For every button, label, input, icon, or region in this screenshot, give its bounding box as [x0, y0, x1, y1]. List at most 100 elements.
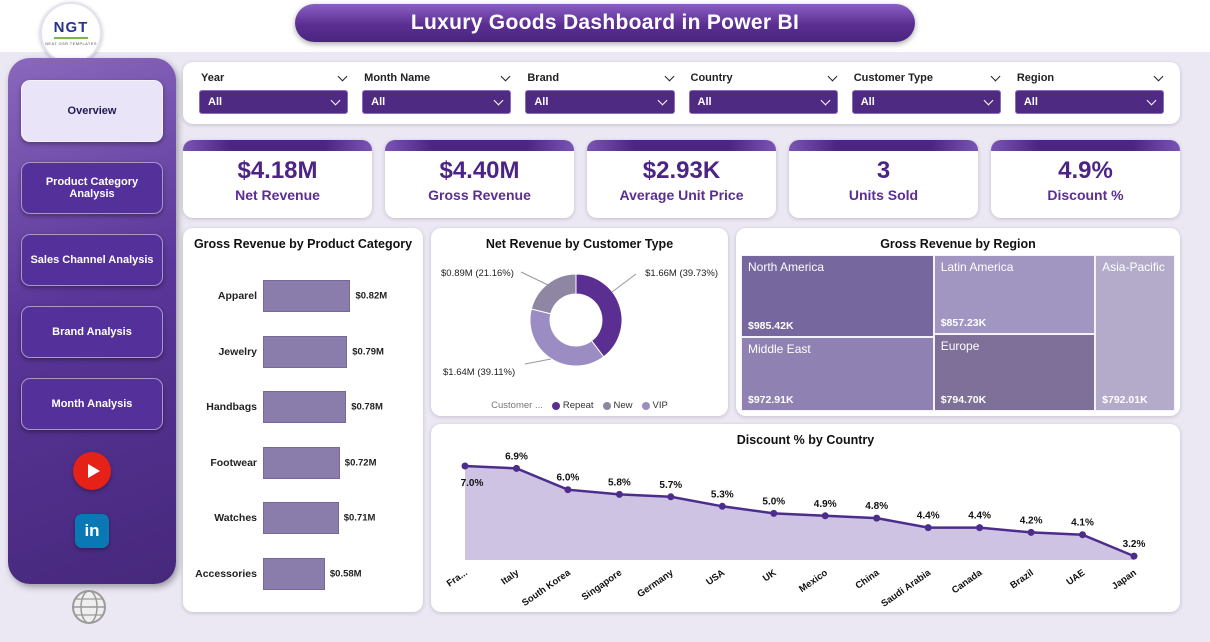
- sidebar-item-sales-channel-analysis[interactable]: Sales Channel Analysis: [21, 234, 163, 286]
- filter-dropdown-brand[interactable]: All: [525, 90, 675, 114]
- filter-region: Region All: [1014, 71, 1165, 114]
- chevron-down-icon[interactable]: [990, 71, 1001, 82]
- chevron-down-icon: [983, 95, 994, 106]
- donut-slice-vip[interactable]: [529, 308, 605, 367]
- kpi-value: 4.9%: [1058, 157, 1113, 184]
- treemap-tile-name: Latin America: [940, 260, 1014, 274]
- filter-dropdown-country[interactable]: All: [688, 90, 838, 114]
- sidebar-item-overview[interactable]: Overview: [21, 80, 163, 142]
- legend-item-repeat[interactable]: Repeat: [551, 400, 594, 411]
- bar-row: Accessories $0.58M: [191, 550, 415, 598]
- bar-row: Footwear $0.72M: [191, 439, 415, 487]
- treemap-tile-europe[interactable]: Europe $794.70K: [933, 333, 1096, 411]
- data-point-south-korea[interactable]: [564, 486, 572, 494]
- filter-label: Brand: [527, 72, 560, 84]
- data-point-usa[interactable]: [718, 502, 726, 510]
- data-point-china[interactable]: [873, 514, 881, 522]
- youtube-icon[interactable]: [73, 452, 111, 490]
- kpi-card-net-revenue: $4.18M Net Revenue: [183, 140, 372, 218]
- sidebar-item-product-category-analysis[interactable]: Product Category Analysis: [21, 162, 163, 214]
- data-point-japan[interactable]: [1130, 552, 1138, 560]
- filter-header: Region: [1015, 71, 1164, 84]
- data-point-singapore[interactable]: [615, 490, 623, 498]
- data-point-mexico[interactable]: [821, 512, 829, 520]
- bar-chart-plot: Apparel $0.82M Jewelry $0.79M Handbags $0.78M…: [191, 272, 415, 598]
- legend-item-vip[interactable]: VIP: [641, 400, 668, 411]
- bar-track: $0.72M: [263, 446, 376, 479]
- point-value-label: 5.3%: [711, 489, 734, 500]
- donut-slice-new[interactable]: [530, 273, 577, 315]
- line-chart-title: Discount % by Country: [736, 433, 875, 447]
- kpi-card-gross-revenue: $4.40M Gross Revenue: [385, 140, 574, 218]
- logo-caption: NEAT GSR TEMPLATES: [45, 40, 97, 46]
- point-value-label: 6.0%: [557, 473, 580, 484]
- data-point-uk[interactable]: [770, 509, 778, 517]
- kpi-accent-band: [991, 140, 1180, 151]
- data-point-germany[interactable]: [667, 493, 675, 501]
- donut-chart-card: Net Revenue by Customer Type $1.66M (39.…: [431, 228, 728, 416]
- filter-dropdown-customer-type[interactable]: All: [851, 90, 1001, 114]
- donut-legend: Customer ... Repeat New VIP: [431, 400, 728, 411]
- filter-dropdown-region[interactable]: All: [1014, 90, 1165, 114]
- treemap-tile-latin-america[interactable]: Latin America $857.23K: [933, 255, 1096, 334]
- bar-handbags[interactable]: [263, 391, 347, 424]
- data-point-uae[interactable]: [1079, 531, 1086, 539]
- chevron-down-icon[interactable]: [337, 71, 348, 82]
- callout-line: [520, 271, 549, 286]
- filter-brand: Brand All: [525, 71, 675, 114]
- point-value-label: 6.9%: [505, 451, 528, 462]
- legend-item-new[interactable]: New: [602, 400, 633, 411]
- linkedin-icon[interactable]: in: [75, 514, 109, 548]
- filter-label: Country: [690, 72, 733, 84]
- data-point-italy[interactable]: [513, 464, 520, 472]
- sidebar: Overview Product Category Analysis Sales C…: [8, 58, 176, 584]
- treemap-tile-middle-east[interactable]: Middle East $972.91K: [741, 336, 934, 411]
- x-axis-label-south-korea: South Korea: [520, 567, 573, 609]
- data-point-brazil[interactable]: [1027, 528, 1035, 536]
- filter-header: Customer Type: [852, 71, 1001, 84]
- bar-category-label: Footwear: [210, 456, 257, 469]
- kpi-value: $2.93K: [642, 157, 721, 184]
- x-axis-label-japan: Japan: [1110, 567, 1139, 592]
- chevron-down-icon: [493, 95, 504, 106]
- x-axis-label-canada: Canada: [950, 567, 985, 596]
- sidebar-item-month-analysis[interactable]: Month Analysis: [21, 378, 163, 430]
- chevron-down-icon[interactable]: [827, 71, 838, 82]
- data-point-fra[interactable]: [461, 462, 469, 470]
- bar-accessories[interactable]: [263, 557, 325, 590]
- bar-jewelry[interactable]: [263, 335, 348, 368]
- data-point-canada[interactable]: [976, 524, 984, 532]
- filter-dropdown-month-name[interactable]: All: [362, 90, 512, 114]
- sidebar-nav: Overview Product Category Analysis Sales C…: [8, 80, 176, 430]
- kpi-value: $4.18M: [237, 157, 318, 184]
- point-value-label: 5.8%: [608, 477, 631, 488]
- sidebar-item-brand-analysis[interactable]: Brand Analysis: [21, 306, 163, 358]
- bar-category-label: Accessories: [195, 567, 257, 580]
- filter-label: Region: [1016, 72, 1055, 84]
- chevron-down-icon[interactable]: [1153, 71, 1164, 82]
- kpi-card-units-sold: 3 Units Sold: [789, 140, 978, 218]
- chevron-down-icon[interactable]: [500, 71, 511, 82]
- x-axis-label-italy: Italy: [499, 567, 521, 587]
- treemap-tile-value: $857.23K: [940, 316, 987, 329]
- filter-dropdown-year[interactable]: All: [199, 90, 349, 114]
- treemap-tile-asia-pacific[interactable]: Asia-Pacific $792.01K: [1095, 255, 1175, 411]
- chevron-down-icon[interactable]: [664, 71, 674, 82]
- website-globe-icon[interactable]: [70, 588, 108, 626]
- data-point-saudi-arabia[interactable]: [924, 524, 932, 532]
- legend-label: Repeat: [562, 400, 594, 411]
- point-value-label: 5.7%: [659, 480, 682, 491]
- kpi-accent-band: [789, 140, 978, 151]
- point-value-label: 4.2%: [1020, 515, 1043, 526]
- bar-watches[interactable]: [263, 502, 339, 535]
- bar-footwear[interactable]: [263, 446, 340, 479]
- filter-value: All: [860, 96, 875, 108]
- treemap-tile-north-america[interactable]: North America $985.42K: [741, 255, 934, 337]
- bar-value-label: $0.78M: [351, 401, 383, 413]
- donut-slice-repeat[interactable]: [575, 273, 623, 358]
- dashboard-title-bar: Luxury Goods Dashboard in Power BI: [295, 4, 915, 42]
- logo: NGT NEAT GSR TEMPLATES: [40, 2, 102, 64]
- bar-apparel[interactable]: [263, 280, 351, 312]
- kpi-value: 3: [876, 157, 891, 184]
- bar-row: Apparel $0.82M: [191, 272, 415, 320]
